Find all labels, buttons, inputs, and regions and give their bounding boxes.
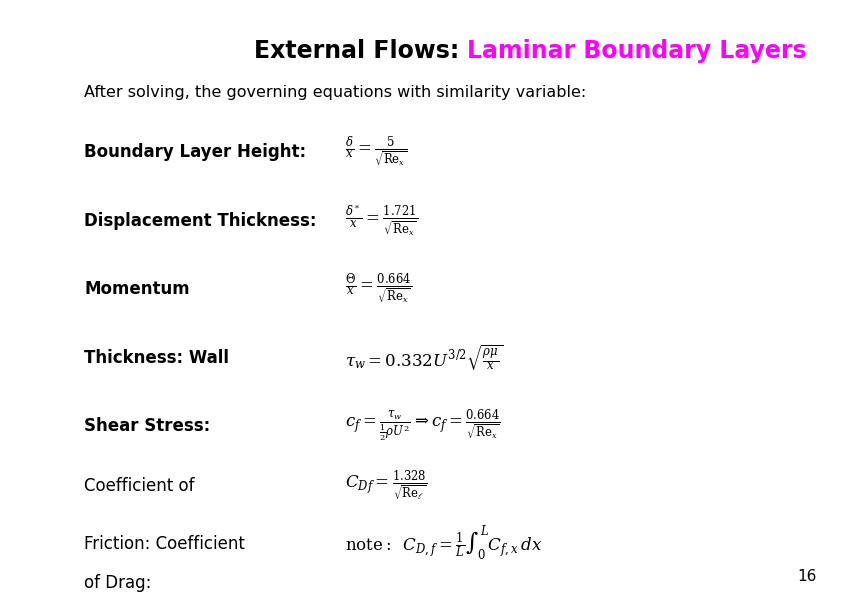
Text: External Flows:: External Flows: [253, 39, 467, 63]
Text: Coefficient of: Coefficient of [84, 477, 195, 495]
Text: 16: 16 [797, 569, 817, 584]
Text: $c_f = \frac{\tau_w}{\frac{1}{2}\rho U^2} \Rightarrow c_f = \frac{0.664}{\sqrt{\: $c_f = \frac{\tau_w}{\frac{1}{2}\rho U^2… [345, 408, 501, 444]
Text: After solving, the governing equations with similarity variable:: After solving, the governing equations w… [84, 85, 586, 100]
Text: $\frac{\delta^*}{x} = \frac{1.721}{\sqrt{\mathrm{Re}_x}}$: $\frac{\delta^*}{x} = \frac{1.721}{\sqrt… [345, 203, 418, 238]
Text: Momentum: Momentum [84, 280, 189, 298]
Text: Boundary Layer Height:: Boundary Layer Height: [84, 143, 306, 161]
Text: Displacement Thickness:: Displacement Thickness: [84, 212, 317, 229]
Text: $C_{Df} = \frac{1.328}{\sqrt{\mathrm{Re}_{\ell}}}$: $C_{Df} = \frac{1.328}{\sqrt{\mathrm{Re}… [345, 468, 428, 503]
Text: $\tau_w = 0.332U^{3/2}\sqrt{\frac{\rho\mu}{x}}$: $\tau_w = 0.332U^{3/2}\sqrt{\frac{\rho\m… [345, 343, 504, 372]
Text: Friction: Coefficient: Friction: Coefficient [84, 535, 245, 552]
Text: $\mathrm{note:}\;\; C_{D,f} = \frac{1}{L}\int_0^L C_{f,x}\,dx$: $\mathrm{note:}\;\; C_{D,f} = \frac{1}{L… [345, 524, 542, 563]
Text: $\frac{\Theta}{x} = \frac{0.664}{\sqrt{\mathrm{Re}_x}}$: $\frac{\Theta}{x} = \frac{0.664}{\sqrt{\… [345, 272, 413, 306]
Text: Shear Stress:: Shear Stress: [84, 417, 210, 435]
Text: of Drag:: of Drag: [84, 574, 152, 592]
Text: Thickness: Wall: Thickness: Wall [84, 349, 229, 367]
Text: $\frac{\delta}{x} = \frac{5}{\sqrt{\mathrm{Re}_x}}$: $\frac{\delta}{x} = \frac{5}{\sqrt{\math… [345, 135, 408, 169]
Text: Laminar Boundary Layers: Laminar Boundary Layers [467, 39, 807, 63]
